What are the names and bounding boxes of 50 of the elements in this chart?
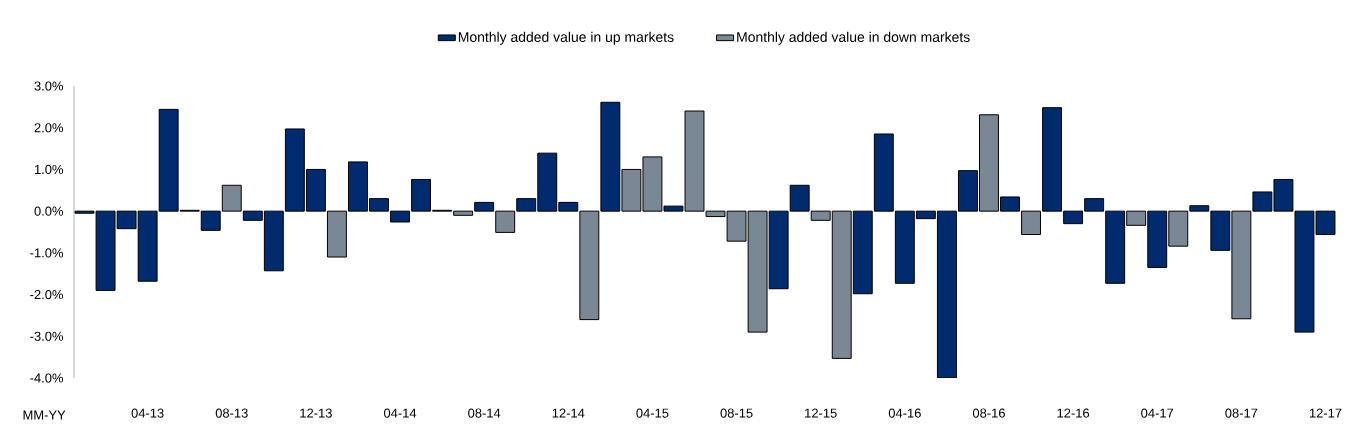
bar [326,210,347,258]
bar [1147,210,1168,268]
bar [579,210,600,321]
y-tick-label: -3.0% [30,331,64,341]
bar [284,128,305,212]
x-tick-label: 04-13 [131,408,164,418]
bar [1168,210,1189,247]
x-tick-label: 12-16 [1057,408,1090,418]
x-tick-label: 08-15 [720,408,753,418]
bar [537,152,558,212]
x-tick-label: 08-13 [215,408,248,418]
bar [957,170,978,212]
bar [411,178,432,212]
x-tick-label: 04-16 [888,408,921,418]
legend-label: Monthly added value in up markets [458,31,674,45]
bar [263,210,284,272]
bar [936,210,957,378]
bar [1042,107,1063,212]
x-tick-label: 12-15 [805,408,837,418]
x-tick-label: 04-14 [383,408,417,418]
x-tick-label: 04-17 [1141,408,1174,418]
y-tick-label: 1.0% [34,164,64,175]
y-tick-label: -1.0% [30,248,64,258]
bar [305,168,326,212]
bar [1021,210,1041,235]
bar [1126,210,1147,226]
x-tick-label: 04-15 [636,408,669,418]
bar [348,161,368,212]
bar [495,210,516,233]
y-tick-label: 0.0% [34,206,64,216]
bar [1105,210,1126,284]
bar [979,114,999,212]
x-tick-label: 12-13 [300,408,332,418]
bar [453,210,474,216]
x-tick-label: 08-14 [468,408,501,418]
x-tick-label: 12-17 [1309,408,1342,418]
y-tick-label: 3.0% [34,81,64,91]
x-tick-label: 12-14 [552,408,585,418]
legend-label: Monthly added value in down markets [737,31,970,45]
y-tick-label: -2.0% [30,289,64,300]
y-tick-label: -4.0% [30,373,64,383]
y-tick-label: 2.0% [34,123,64,133]
bar [221,184,242,212]
bar [1231,210,1252,320]
bar [852,210,873,295]
x-axis-title: MM-YY [23,410,66,420]
x-tick-label: 08-17 [1225,408,1258,418]
x-tick-label: 08-16 [972,408,1005,418]
bar [873,133,894,212]
bar [894,210,915,284]
